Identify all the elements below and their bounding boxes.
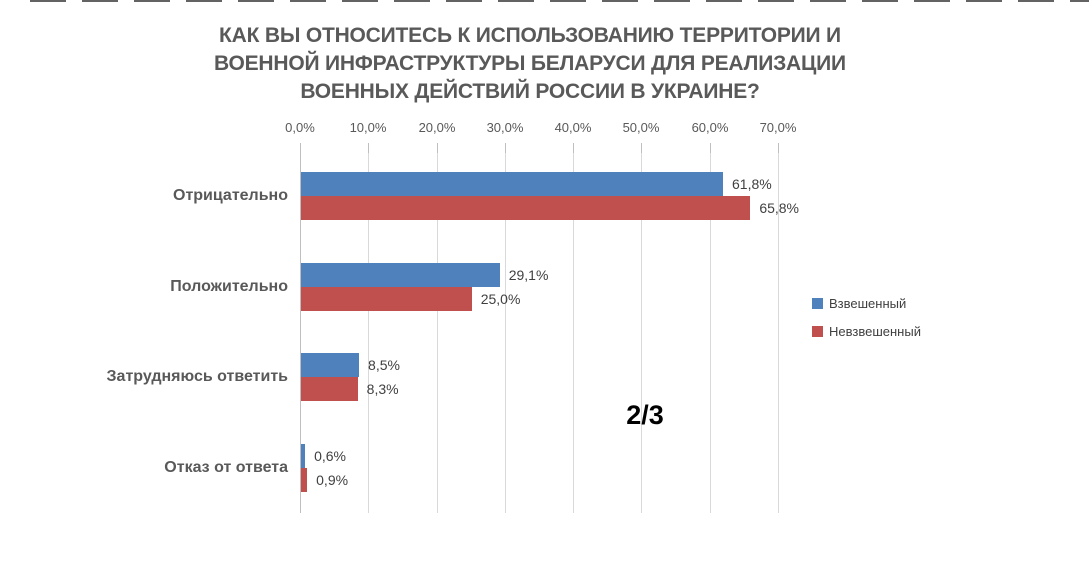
bar-value-label: 25,0%	[480, 291, 521, 307]
bar-weighted-positive	[301, 263, 500, 287]
gridline	[505, 153, 506, 513]
x-axis-tick-label: 50,0%	[622, 120, 660, 135]
bar-row: 8,3%	[301, 377, 779, 401]
x-axis-tick-label: 0,0%	[285, 120, 315, 135]
legend-item-unweighted: Невзвешенный	[812, 324, 921, 339]
x-axis-tick-label: 10,0%	[349, 120, 387, 135]
axis-tick	[437, 143, 438, 153]
bar-value-label: 8,3%	[366, 381, 399, 397]
top-edge-crop-artifact	[30, 0, 1089, 2]
axis-tick	[573, 143, 574, 153]
legend-swatch-unweighted	[812, 326, 823, 337]
axis-tick	[778, 143, 779, 153]
bar-row: 0,9%	[301, 468, 779, 492]
bar-row: 8,5%	[301, 353, 779, 377]
x-axis-tick-label: 40,0%	[554, 120, 592, 135]
bar-value-label: 29,1%	[508, 267, 549, 283]
bar-weighted-negative	[301, 172, 723, 196]
legend-label: Взвешенный	[829, 296, 907, 311]
legend-item-weighted: Взвешенный	[812, 296, 921, 311]
bar-weighted-undecided	[301, 353, 360, 377]
category-label-positive: Положительно	[170, 278, 288, 295]
gridline	[437, 153, 438, 513]
bar-value-label: 0,9%	[316, 472, 349, 488]
x-axis-tick-label: 60,0%	[691, 120, 729, 135]
axis-tick	[710, 143, 711, 153]
gridline	[368, 153, 369, 513]
gridline	[710, 153, 711, 513]
gridline	[641, 153, 642, 513]
legend-swatch-weighted	[812, 298, 823, 309]
chart-title-line-1: КАК ВЫ ОТНОСИТЕСЬ К ИСПОЛЬЗОВАНИЮ ТЕРРИТ…	[219, 24, 841, 47]
legend: Взвешенный Невзвешенный	[812, 296, 921, 352]
x-axis-tick-label: 30,0%	[486, 120, 524, 135]
legend-label: Невзвешенный	[829, 324, 921, 339]
bar-row: 61,8%	[301, 172, 779, 196]
category-label-negative: Отрицательно	[173, 187, 288, 204]
bar-value-label: 8,5%	[368, 357, 400, 373]
bar-unweighted-positive	[301, 287, 472, 311]
bar-unweighted-refused	[301, 468, 308, 492]
chart-title-line-3: ВОЕННЫХ ДЕЙСТВИЙ РОССИИ В УКРАИНЕ?	[300, 80, 760, 103]
axis-tick	[505, 143, 506, 153]
category-label-refused: Отказ от ответа	[164, 459, 288, 476]
bar-unweighted-negative	[301, 196, 751, 220]
bar-weighted-refused	[301, 444, 306, 468]
category-label-undecided: Затрудняюсь ответить	[106, 368, 288, 385]
bar-value-label: 0,6%	[314, 448, 347, 464]
bar-value-label: 65,8%	[759, 200, 800, 216]
gridline	[573, 153, 574, 513]
axis-tick	[641, 143, 642, 153]
x-axis-tick-label: 70,0%	[759, 120, 797, 135]
chart-title-line-2: ВОЕННОЙ ИНФРАСТРУКТУРЫ БЕЛАРУСИ ДЛЯ РЕАЛ…	[214, 52, 846, 75]
bar-unweighted-undecided	[301, 377, 358, 401]
page-indicator: 2/3	[626, 400, 664, 430]
chart-title: КАК ВЫ ОТНОСИТЕСЬ К ИСПОЛЬЗОВАНИЮ ТЕРРИТ…	[170, 22, 890, 106]
bar-row: 0,6%	[301, 444, 779, 468]
bar-row: 29,1%	[301, 263, 779, 287]
bar-value-label: 61,8%	[732, 176, 772, 192]
plot-area: 61,8% 65,8% 29,1% 25,0% 8,5% 8,3% 0,6%	[301, 150, 799, 513]
bar-row: 65,8%	[301, 196, 799, 220]
axis-tick	[368, 143, 369, 153]
bar-row: 25,0%	[301, 287, 779, 311]
x-axis-tick-label: 20,0%	[418, 120, 456, 135]
gridline	[778, 153, 779, 513]
y-axis-line	[300, 143, 301, 513]
